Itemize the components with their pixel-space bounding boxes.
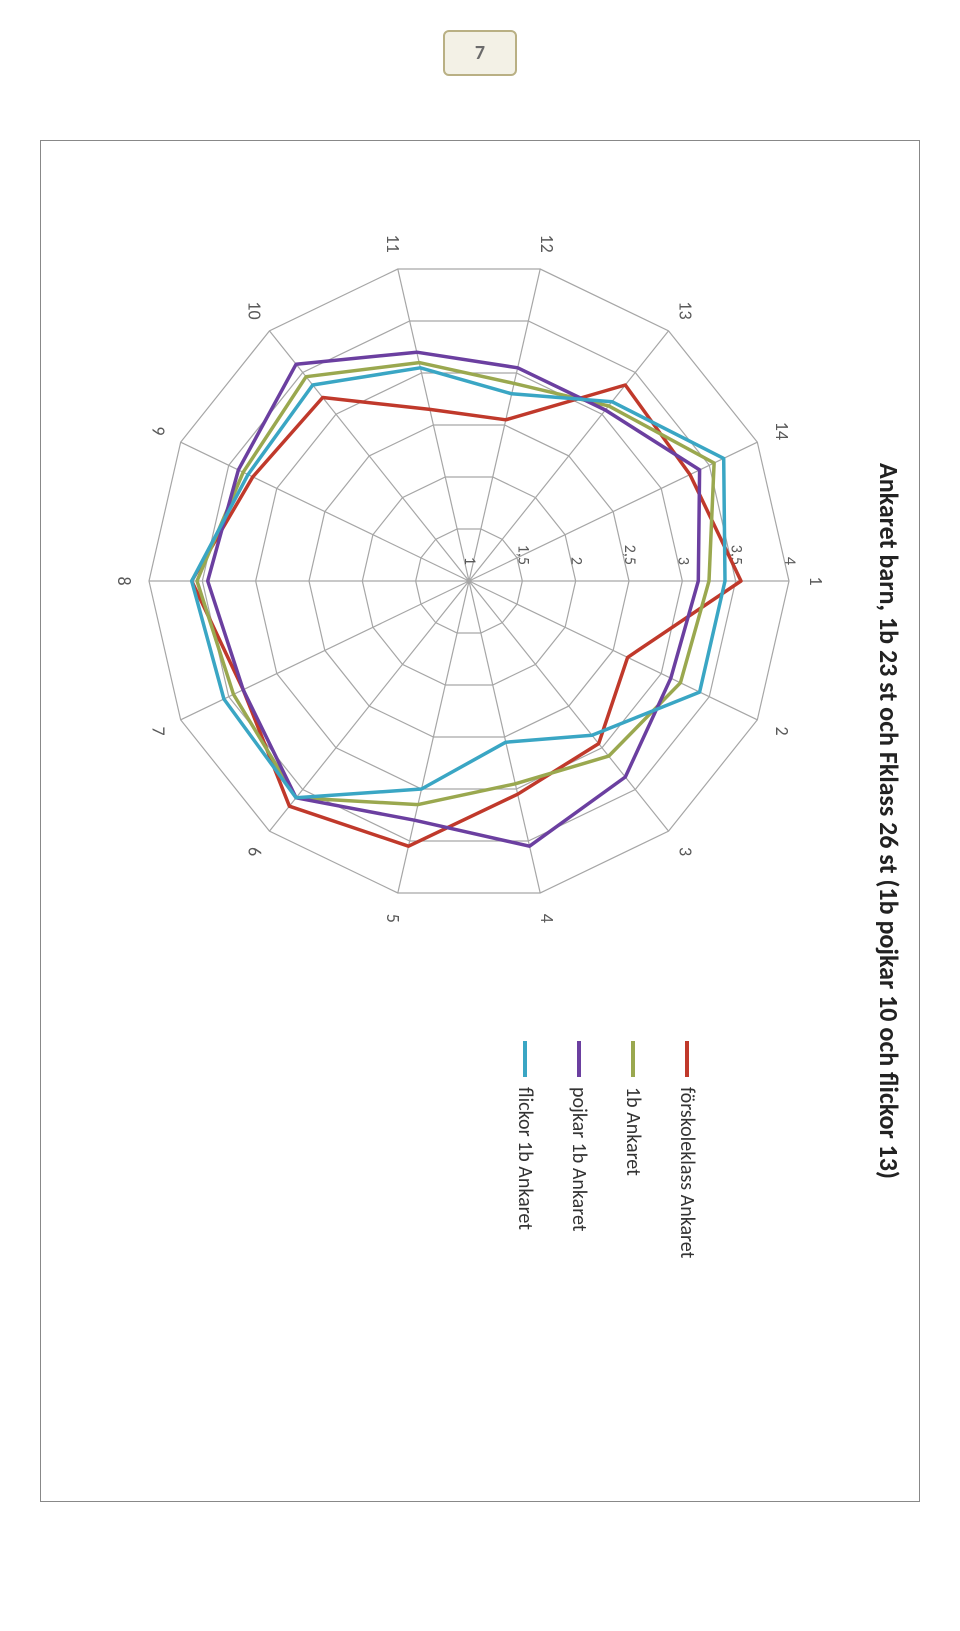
- svg-text:4: 4: [780, 557, 799, 565]
- svg-text:7: 7: [147, 727, 169, 736]
- svg-text:3: 3: [673, 557, 692, 565]
- svg-text:9: 9: [147, 426, 169, 435]
- chart-frame: Ankaret barn, 1b 23 st och Fklass 26 st …: [40, 140, 920, 1502]
- legend-item: 1b Ankaret: [621, 1041, 645, 1258]
- svg-text:4: 4: [536, 914, 558, 923]
- svg-text:2: 2: [567, 557, 586, 565]
- radar-chart: 11,522,533,541234567891011121314: [89, 201, 849, 961]
- svg-text:1: 1: [460, 557, 479, 565]
- svg-text:12: 12: [536, 235, 558, 253]
- legend-swatch: [523, 1041, 527, 1077]
- svg-text:1,5: 1,5: [513, 545, 532, 565]
- legend-label: förskoleklass Ankaret: [675, 1087, 699, 1258]
- legend-item: förskoleklass Ankaret: [675, 1041, 699, 1258]
- svg-text:14: 14: [771, 422, 793, 440]
- legend-swatch: [685, 1041, 689, 1077]
- legend-label: 1b Ankaret: [621, 1087, 645, 1176]
- legend-swatch: [631, 1041, 635, 1077]
- chart-legend: förskoleklass Ankaret 1b Ankaret pojkar 1b…: [513, 1041, 699, 1258]
- svg-text:1: 1: [805, 576, 827, 585]
- svg-text:11: 11: [382, 235, 404, 253]
- legend-item: flickor 1b Ankaret: [513, 1041, 537, 1258]
- legend-item: pojkar 1b Ankaret: [567, 1041, 591, 1258]
- svg-text:13: 13: [675, 301, 697, 319]
- svg-text:8: 8: [113, 576, 135, 585]
- radar-svg: 11,522,533,541234567891011121314: [89, 201, 849, 961]
- svg-text:6: 6: [243, 847, 265, 856]
- svg-text:5: 5: [382, 914, 404, 923]
- page-number: 7: [475, 41, 485, 65]
- svg-text:2,5: 2,5: [620, 545, 639, 565]
- legend-swatch: [577, 1041, 581, 1077]
- page-number-badge: 7: [443, 30, 517, 76]
- svg-text:3: 3: [675, 847, 697, 856]
- chart-title: Ankaret barn, 1b 23 st och Fklass 26 st …: [873, 141, 905, 1501]
- svg-text:10: 10: [243, 301, 265, 319]
- svg-text:2: 2: [771, 727, 793, 736]
- legend-label: flickor 1b Ankaret: [513, 1087, 537, 1230]
- legend-label: pojkar 1b Ankaret: [567, 1087, 591, 1232]
- rotated-stage: Ankaret barn, 1b 23 st och Fklass 26 st …: [41, 141, 919, 1501]
